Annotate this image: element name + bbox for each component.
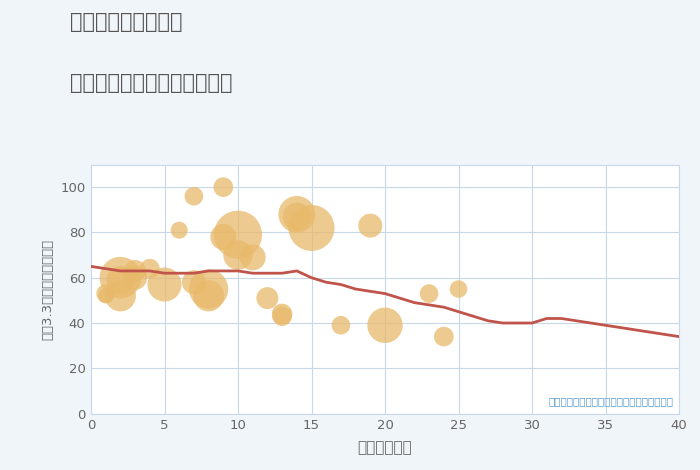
Point <box>232 231 244 238</box>
Point <box>115 276 126 284</box>
Point <box>306 224 317 232</box>
Point <box>144 265 155 273</box>
Point <box>218 183 229 191</box>
Point <box>159 281 170 288</box>
Point <box>203 292 214 299</box>
Text: 三重県松阪市乙部町: 三重県松阪市乙部町 <box>70 12 183 32</box>
Point <box>130 267 141 274</box>
Point <box>115 292 126 299</box>
Point <box>379 321 391 329</box>
X-axis label: 築年数（年）: 築年数（年） <box>358 440 412 455</box>
Point <box>218 233 229 241</box>
Point <box>365 222 376 229</box>
Point <box>100 290 111 298</box>
Point <box>276 313 288 320</box>
Point <box>188 279 199 286</box>
Point <box>262 294 273 302</box>
Y-axis label: 平（3.3㎡）単価（万円）: 平（3.3㎡）単価（万円） <box>41 238 55 340</box>
Text: 築年数別中古マンション価格: 築年数別中古マンション価格 <box>70 73 232 93</box>
Point <box>276 310 288 318</box>
Point <box>232 251 244 259</box>
Point <box>438 333 449 340</box>
Point <box>247 254 258 261</box>
Point <box>188 192 199 200</box>
Point <box>203 285 214 293</box>
Point <box>291 211 302 218</box>
Point <box>130 274 141 282</box>
Point <box>115 274 126 282</box>
Point <box>453 285 464 293</box>
Point <box>335 321 346 329</box>
Point <box>291 213 302 220</box>
Text: 円の大きさは、取引のあった物件面積を示す: 円の大きさは、取引のあった物件面積を示す <box>548 396 673 406</box>
Point <box>424 290 435 298</box>
Point <box>174 227 185 234</box>
Point <box>100 292 111 299</box>
